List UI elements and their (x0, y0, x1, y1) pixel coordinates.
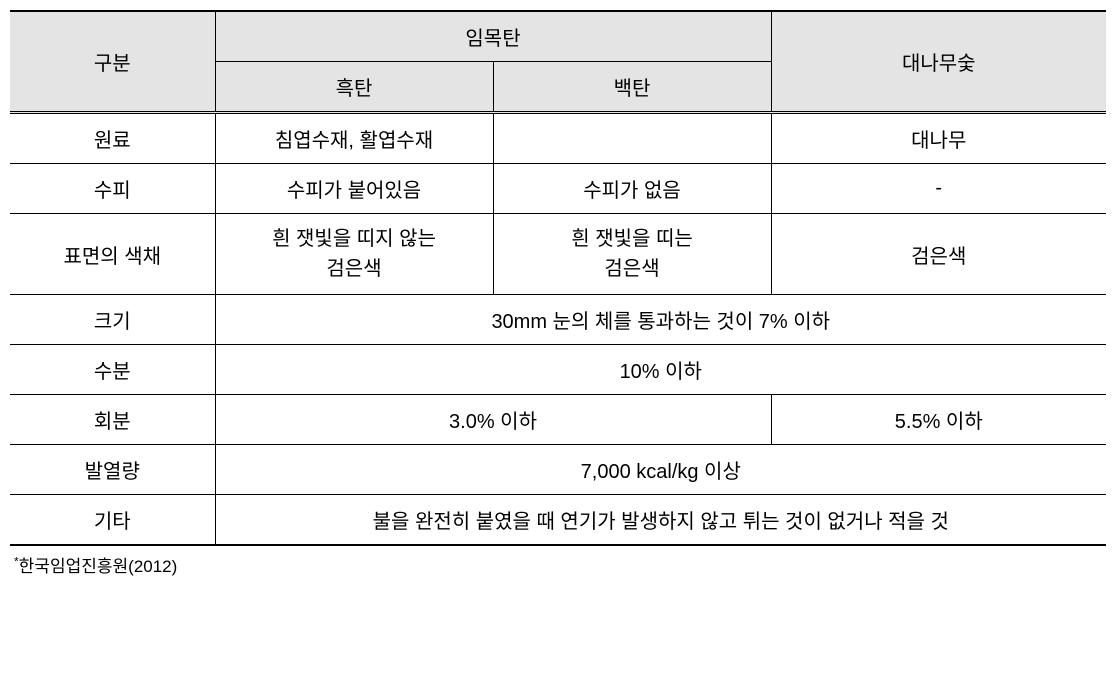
text-line: 검은색 (604, 258, 659, 280)
quality-standards-table: 구분 임목탄 대나무숯 흑탄 백탄 원료 침엽수재, 활엽수재 대나무 수피 수… (10, 10, 1106, 577)
cell-other-merged: 불을 완전히 붙였을 때 연기가 발생하지 않고 튀는 것이 없거나 적을 것 (215, 495, 1106, 546)
cell-color-white: 흰 잿빛을 띠는 검은색 (493, 214, 771, 295)
header-black-charcoal: 흑탄 (215, 62, 493, 113)
cell-raw-material-bamboo: 대나무 (771, 113, 1106, 164)
text-line: 검은색 (326, 258, 381, 280)
cell-raw-material-black: 침엽수재, 활엽수재 (215, 113, 493, 164)
cell-moisture-merged: 10% 이하 (215, 345, 1106, 395)
cell-bark-bamboo: - (771, 164, 1106, 214)
text-line: 흰 잿빛을 띠는 (571, 228, 693, 250)
row-label: 크기 (10, 295, 215, 345)
cell-bark-black: 수피가 붙어있음 (215, 164, 493, 214)
cell-ash-wood: 3.0% 이하 (215, 395, 771, 445)
header-category: 구분 (10, 11, 215, 113)
table-row: 크기 30mm 눈의 체를 통과하는 것이 7% 이하 (10, 295, 1106, 345)
table-row: 회분 3.0% 이하 5.5% 이하 (10, 395, 1106, 445)
footnote-text: 한국임업진흥원(2012) (19, 557, 178, 576)
row-label: 원료 (10, 113, 215, 164)
table-row: 수분 10% 이하 (10, 345, 1106, 395)
table-row: 기타 불을 완전히 붙였을 때 연기가 발생하지 않고 튀는 것이 없거나 적을… (10, 495, 1106, 546)
header-wood-charcoal-group: 임목탄 (215, 11, 771, 62)
row-label: 회분 (10, 395, 215, 445)
table-body: 원료 침엽수재, 활엽수재 대나무 수피 수피가 붙어있음 수피가 없음 - 표… (10, 113, 1106, 546)
footnote: *한국임업진흥원(2012) (10, 552, 1106, 577)
charcoal-table: 구분 임목탄 대나무숯 흑탄 백탄 원료 침엽수재, 활엽수재 대나무 수피 수… (10, 10, 1106, 546)
header-white-charcoal: 백탄 (493, 62, 771, 113)
cell-color-bamboo: 검은색 (771, 214, 1106, 295)
table-row: 수피 수피가 붙어있음 수피가 없음 - (10, 164, 1106, 214)
row-label: 기타 (10, 495, 215, 546)
cell-size-merged: 30mm 눈의 체를 통과하는 것이 7% 이하 (215, 295, 1106, 345)
table-row: 발열량 7,000 kcal/kg 이상 (10, 445, 1106, 495)
cell-bark-white: 수피가 없음 (493, 164, 771, 214)
table-row: 원료 침엽수재, 활엽수재 대나무 (10, 113, 1106, 164)
table-row: 표면의 색채 흰 잿빛을 띠지 않는 검은색 흰 잿빛을 띠는 검은색 검은색 (10, 214, 1106, 295)
row-label: 표면의 색채 (10, 214, 215, 295)
row-label: 수피 (10, 164, 215, 214)
cell-calorific-merged: 7,000 kcal/kg 이상 (215, 445, 1106, 495)
cell-color-black: 흰 잿빛을 띠지 않는 검은색 (215, 214, 493, 295)
text-line: 흰 잿빛을 띠지 않는 (272, 228, 436, 250)
row-label: 수분 (10, 345, 215, 395)
cell-raw-material-white (493, 113, 771, 164)
row-label: 발열량 (10, 445, 215, 495)
table-header: 구분 임목탄 대나무숯 흑탄 백탄 (10, 11, 1106, 113)
cell-ash-bamboo: 5.5% 이하 (771, 395, 1106, 445)
header-bamboo-charcoal: 대나무숯 (771, 11, 1106, 113)
